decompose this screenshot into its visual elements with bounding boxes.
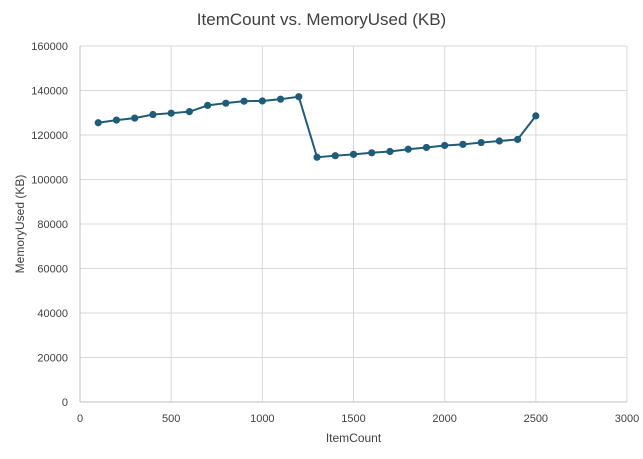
y-tick-label: 40000 (37, 308, 68, 320)
x-tick-label: 1500 (341, 413, 365, 425)
data-point (459, 140, 467, 148)
x-tick-label: 2000 (432, 413, 456, 425)
y-tick-label: 80000 (37, 219, 68, 231)
data-point (204, 101, 212, 110)
grid (80, 45, 628, 402)
data-point (313, 153, 321, 161)
series-line (98, 95, 537, 159)
data-point (240, 97, 248, 105)
data-point (149, 110, 157, 119)
x-axis-title: ItemCount (326, 431, 382, 445)
data-point (386, 147, 394, 156)
x-tick-label: 1000 (250, 413, 274, 425)
chart-title: ItemCount vs. MemoryUsed (KB) (197, 10, 446, 29)
y-tick-label: 140000 (31, 86, 68, 98)
x-tick-label: 2500 (524, 413, 548, 425)
data-point (167, 109, 175, 117)
series (94, 93, 540, 161)
data-point (331, 152, 339, 160)
data-point (276, 95, 285, 103)
data-point (258, 97, 266, 105)
y-tick-label: 60000 (37, 264, 68, 276)
x-tick-label: 3000 (615, 413, 639, 425)
axes (79, 46, 627, 403)
data-point (477, 138, 485, 147)
data-point (532, 112, 540, 120)
data-point (404, 145, 412, 153)
data-point (131, 114, 139, 122)
data-point (112, 116, 121, 124)
x-tick-label: 500 (162, 413, 180, 425)
data-point (94, 119, 102, 127)
data-point (422, 143, 431, 152)
data-point (222, 99, 230, 107)
y-axis-title: MemoryUsed (KB) (13, 175, 27, 274)
tick-labels: 0200004000060000800001000001200001400001… (31, 41, 639, 425)
data-point (441, 141, 449, 150)
data-point (349, 150, 358, 158)
y-tick-label: 0 (62, 397, 68, 409)
y-tick-label: 100000 (31, 175, 68, 187)
x-tick-label: 0 (77, 413, 83, 425)
data-point (514, 135, 522, 144)
y-tick-label: 160000 (31, 41, 68, 53)
data-point (185, 108, 193, 116)
y-tick-label: 20000 (37, 353, 68, 365)
data-point (368, 149, 376, 157)
data-point (495, 137, 503, 145)
y-tick-label: 120000 (31, 130, 68, 142)
data-point (295, 93, 303, 101)
